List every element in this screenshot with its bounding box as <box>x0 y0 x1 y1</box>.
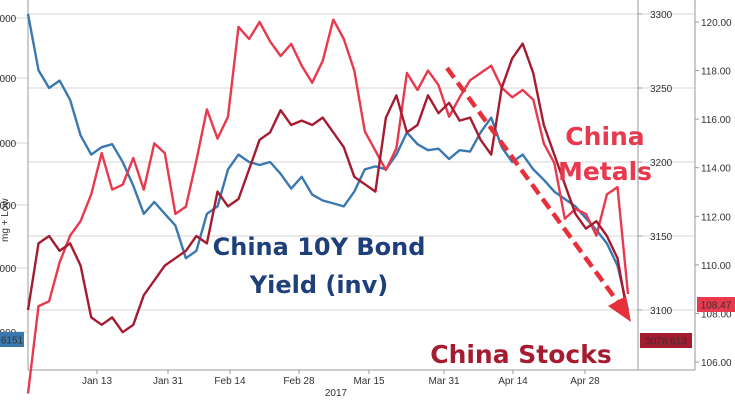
series-lines <box>26 13 630 394</box>
mid-tick-label: 3250 <box>650 84 673 95</box>
x-tick-label: Apr 28 <box>570 376 600 387</box>
right-last-value: 108.47 <box>701 301 732 312</box>
right-tick-label: 112.00 <box>701 212 731 223</box>
mid-tick-label: 3100 <box>650 306 673 317</box>
metals-annotation-line2: Metals <box>558 157 652 186</box>
middle-axis: 3300 3250 3200 3150 3100 <box>638 10 673 317</box>
mid-tick-label: 3200 <box>650 158 673 169</box>
right-tick-label: 114.00 <box>701 164 731 175</box>
mid-last-value: 3078.613 <box>645 337 687 348</box>
right-axis: 120.00 118.00 116.00 114.00 112.00 110.00 108.… <box>695 18 732 369</box>
mid-last-value-bg <box>640 333 692 348</box>
series-line-metals <box>26 18 630 394</box>
trend-arrow <box>445 66 631 322</box>
series-line-stocks <box>26 42 630 334</box>
x-tick-label: Jan 31 <box>153 376 183 387</box>
trend-arrow-head <box>608 296 631 322</box>
x-tick-label: Mar 15 <box>353 376 385 387</box>
bond-annotation-line1: China 10Y Bond <box>213 233 426 261</box>
x-tick-label: Apr 14 <box>498 376 528 387</box>
left-tick-label: 1000 <box>0 14 17 25</box>
x-tick-label: Feb 28 <box>283 376 315 387</box>
metals-annotation-line1: China <box>565 122 644 151</box>
left-last-value-bg <box>0 332 24 347</box>
annotations: China 10Y Bond Yield (inv) China Metals Chin… <box>213 122 652 369</box>
mid-tick-label: 3300 <box>650 10 673 21</box>
right-last-value-bg <box>697 297 735 312</box>
value-labels: 6151 3078.613 108.47 <box>0 297 735 348</box>
x-tick-label: Feb 14 <box>214 376 246 387</box>
left-tick-label: 3000 <box>0 139 17 150</box>
x-tick-label: Jan 13 <box>82 376 112 387</box>
left-tick-label: 2000 <box>0 74 17 85</box>
right-tick-label: 108.00 <box>701 309 732 320</box>
trend-arrow-line <box>445 66 622 307</box>
left-axis-title: mg + Low <box>0 198 11 242</box>
stocks-annotation: China Stocks <box>430 340 612 369</box>
right-tick-label: 118.00 <box>701 67 731 78</box>
left-tick-label: 4000 <box>0 201 17 212</box>
year-label: 2017 <box>325 388 348 399</box>
left-tick-label: 5000 <box>0 264 17 275</box>
right-tick-label: 120.00 <box>701 18 732 29</box>
left-last-value: 6151 <box>1 336 24 347</box>
right-tick-label: 110.00 <box>701 261 731 272</box>
right-tick-label: 116.00 <box>701 115 731 126</box>
x-tick-label: Mar 31 <box>428 376 460 387</box>
right-tick-label: 106.00 <box>701 358 732 369</box>
grid <box>0 0 696 371</box>
mid-tick-label: 3150 <box>650 232 673 243</box>
left-axis: 100020003000400050005000mg + Low <box>0 14 17 339</box>
bond-annotation-line2: Yield (inv) <box>249 271 389 299</box>
x-axis: Jan 13 Jan 31 Feb 14 Feb 28 Mar 15 Mar 31 Apr … <box>82 370 600 399</box>
